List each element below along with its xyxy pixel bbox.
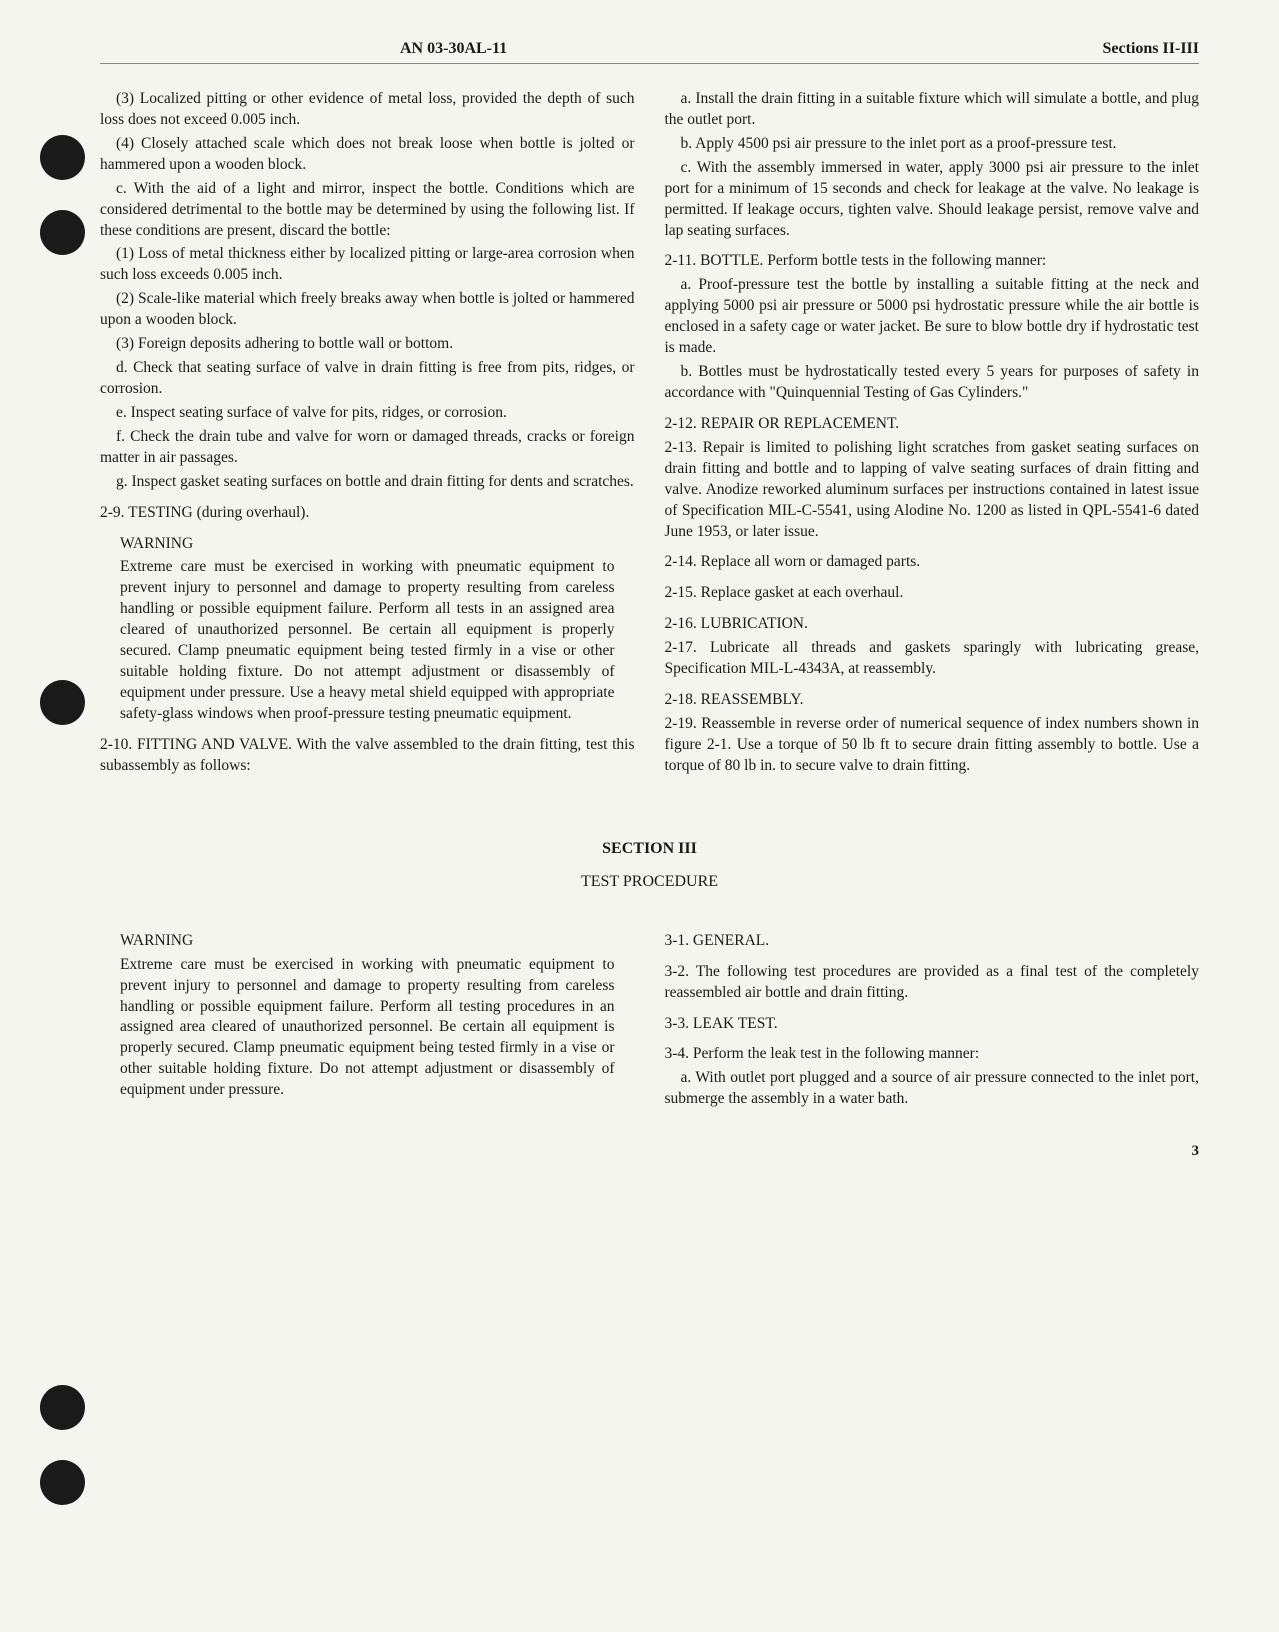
body-text: a. Proof-pressure test the bottle by ins… (665, 275, 1200, 359)
warning-block: WARNING Extreme care must be exercised i… (120, 931, 615, 1101)
document-number: AN 03-30AL-11 (400, 40, 507, 58)
section-text: 2-13. Repair is limited to polishing lig… (665, 438, 1200, 543)
body-text: e. Inspect seating surface of valve for … (100, 403, 635, 424)
page-number: 3 (100, 1143, 1199, 1160)
body-text: (2) Scale-like material which freely bre… (100, 289, 635, 331)
body-text: (3) Localized pitting or other evidence … (100, 89, 635, 131)
section-heading: 2-16. LUBRICATION. (665, 614, 1200, 635)
page-header: AN 03-30AL-11 Sections II-III (100, 40, 1199, 64)
warning-block: WARNING Extreme care must be exercised i… (120, 534, 615, 725)
body-text: b. Bottles must be hydrostatically teste… (665, 362, 1200, 404)
section3-columns: WARNING Extreme care must be exercised i… (100, 921, 1199, 1113)
warning-title: WARNING (120, 534, 615, 555)
left-column-s3: WARNING Extreme care must be exercised i… (100, 921, 635, 1113)
body-text: (1) Loss of metal thickness either by lo… (100, 244, 635, 286)
body-text: d. Check that seating surface of valve i… (100, 358, 635, 400)
section-text: 2-17. Lubricate all threads and gaskets … (665, 638, 1200, 680)
right-column: a. Install the drain fitting in a suitab… (665, 89, 1200, 780)
section-heading: 2-12. REPAIR OR REPLACEMENT. (665, 414, 1200, 435)
section-text: 2-15. Replace gasket at each overhaul. (665, 583, 1200, 604)
punch-hole (40, 680, 85, 725)
punch-hole (40, 210, 85, 255)
warning-text: Extreme care must be exercised in workin… (120, 955, 615, 1101)
warning-text: Extreme care must be exercised in workin… (120, 557, 615, 724)
section-text: 2-19. Reassemble in reverse order of num… (665, 714, 1200, 777)
body-text: f. Check the drain tube and valve for wo… (100, 427, 635, 469)
section-text: 2-10. FITTING AND VALVE. With the valve … (100, 735, 635, 777)
body-text: a. Install the drain fitting in a suitab… (665, 89, 1200, 131)
punch-hole (40, 1385, 85, 1430)
body-text: c. With the assembly immersed in water, … (665, 158, 1200, 242)
section-heading: 3-1. GENERAL. (665, 931, 1200, 952)
body-text: (4) Closely attached scale which does no… (100, 134, 635, 176)
body-text: (3) Foreign deposits adhering to bottle … (100, 334, 635, 355)
section-text: 2-11. BOTTLE. Perform bottle tests in th… (665, 251, 1200, 272)
section-text: 2-14. Replace all worn or damaged parts. (665, 552, 1200, 573)
body-text: c. With the aid of a light and mirror, i… (100, 179, 635, 242)
warning-title: WARNING (120, 931, 615, 952)
section-text: 3-2. The following test procedures are p… (665, 962, 1200, 1004)
main-columns: (3) Localized pitting or other evidence … (100, 89, 1199, 780)
section-text: 3-4. Perform the leak test in the follow… (665, 1044, 1200, 1065)
section-heading: 2-9. TESTING (during overhaul). (100, 503, 635, 524)
body-text: g. Inspect gasket seating surfaces on bo… (100, 472, 635, 493)
section-heading: 3-3. LEAK TEST. (665, 1014, 1200, 1035)
body-text: b. Apply 4500 psi air pressure to the in… (665, 134, 1200, 155)
section-heading: 2-18. REASSEMBLY. (665, 690, 1200, 711)
punch-hole (40, 1460, 85, 1505)
right-column-s3: 3-1. GENERAL. 3-2. The following test pr… (665, 921, 1200, 1113)
sections-label: Sections II-III (1103, 40, 1199, 58)
punch-hole (40, 135, 85, 180)
left-column: (3) Localized pitting or other evidence … (100, 89, 635, 780)
section-subtitle: TEST PROCEDURE (100, 873, 1199, 891)
section-title: SECTION III (100, 840, 1199, 858)
body-text: a. With outlet port plugged and a source… (665, 1068, 1200, 1110)
